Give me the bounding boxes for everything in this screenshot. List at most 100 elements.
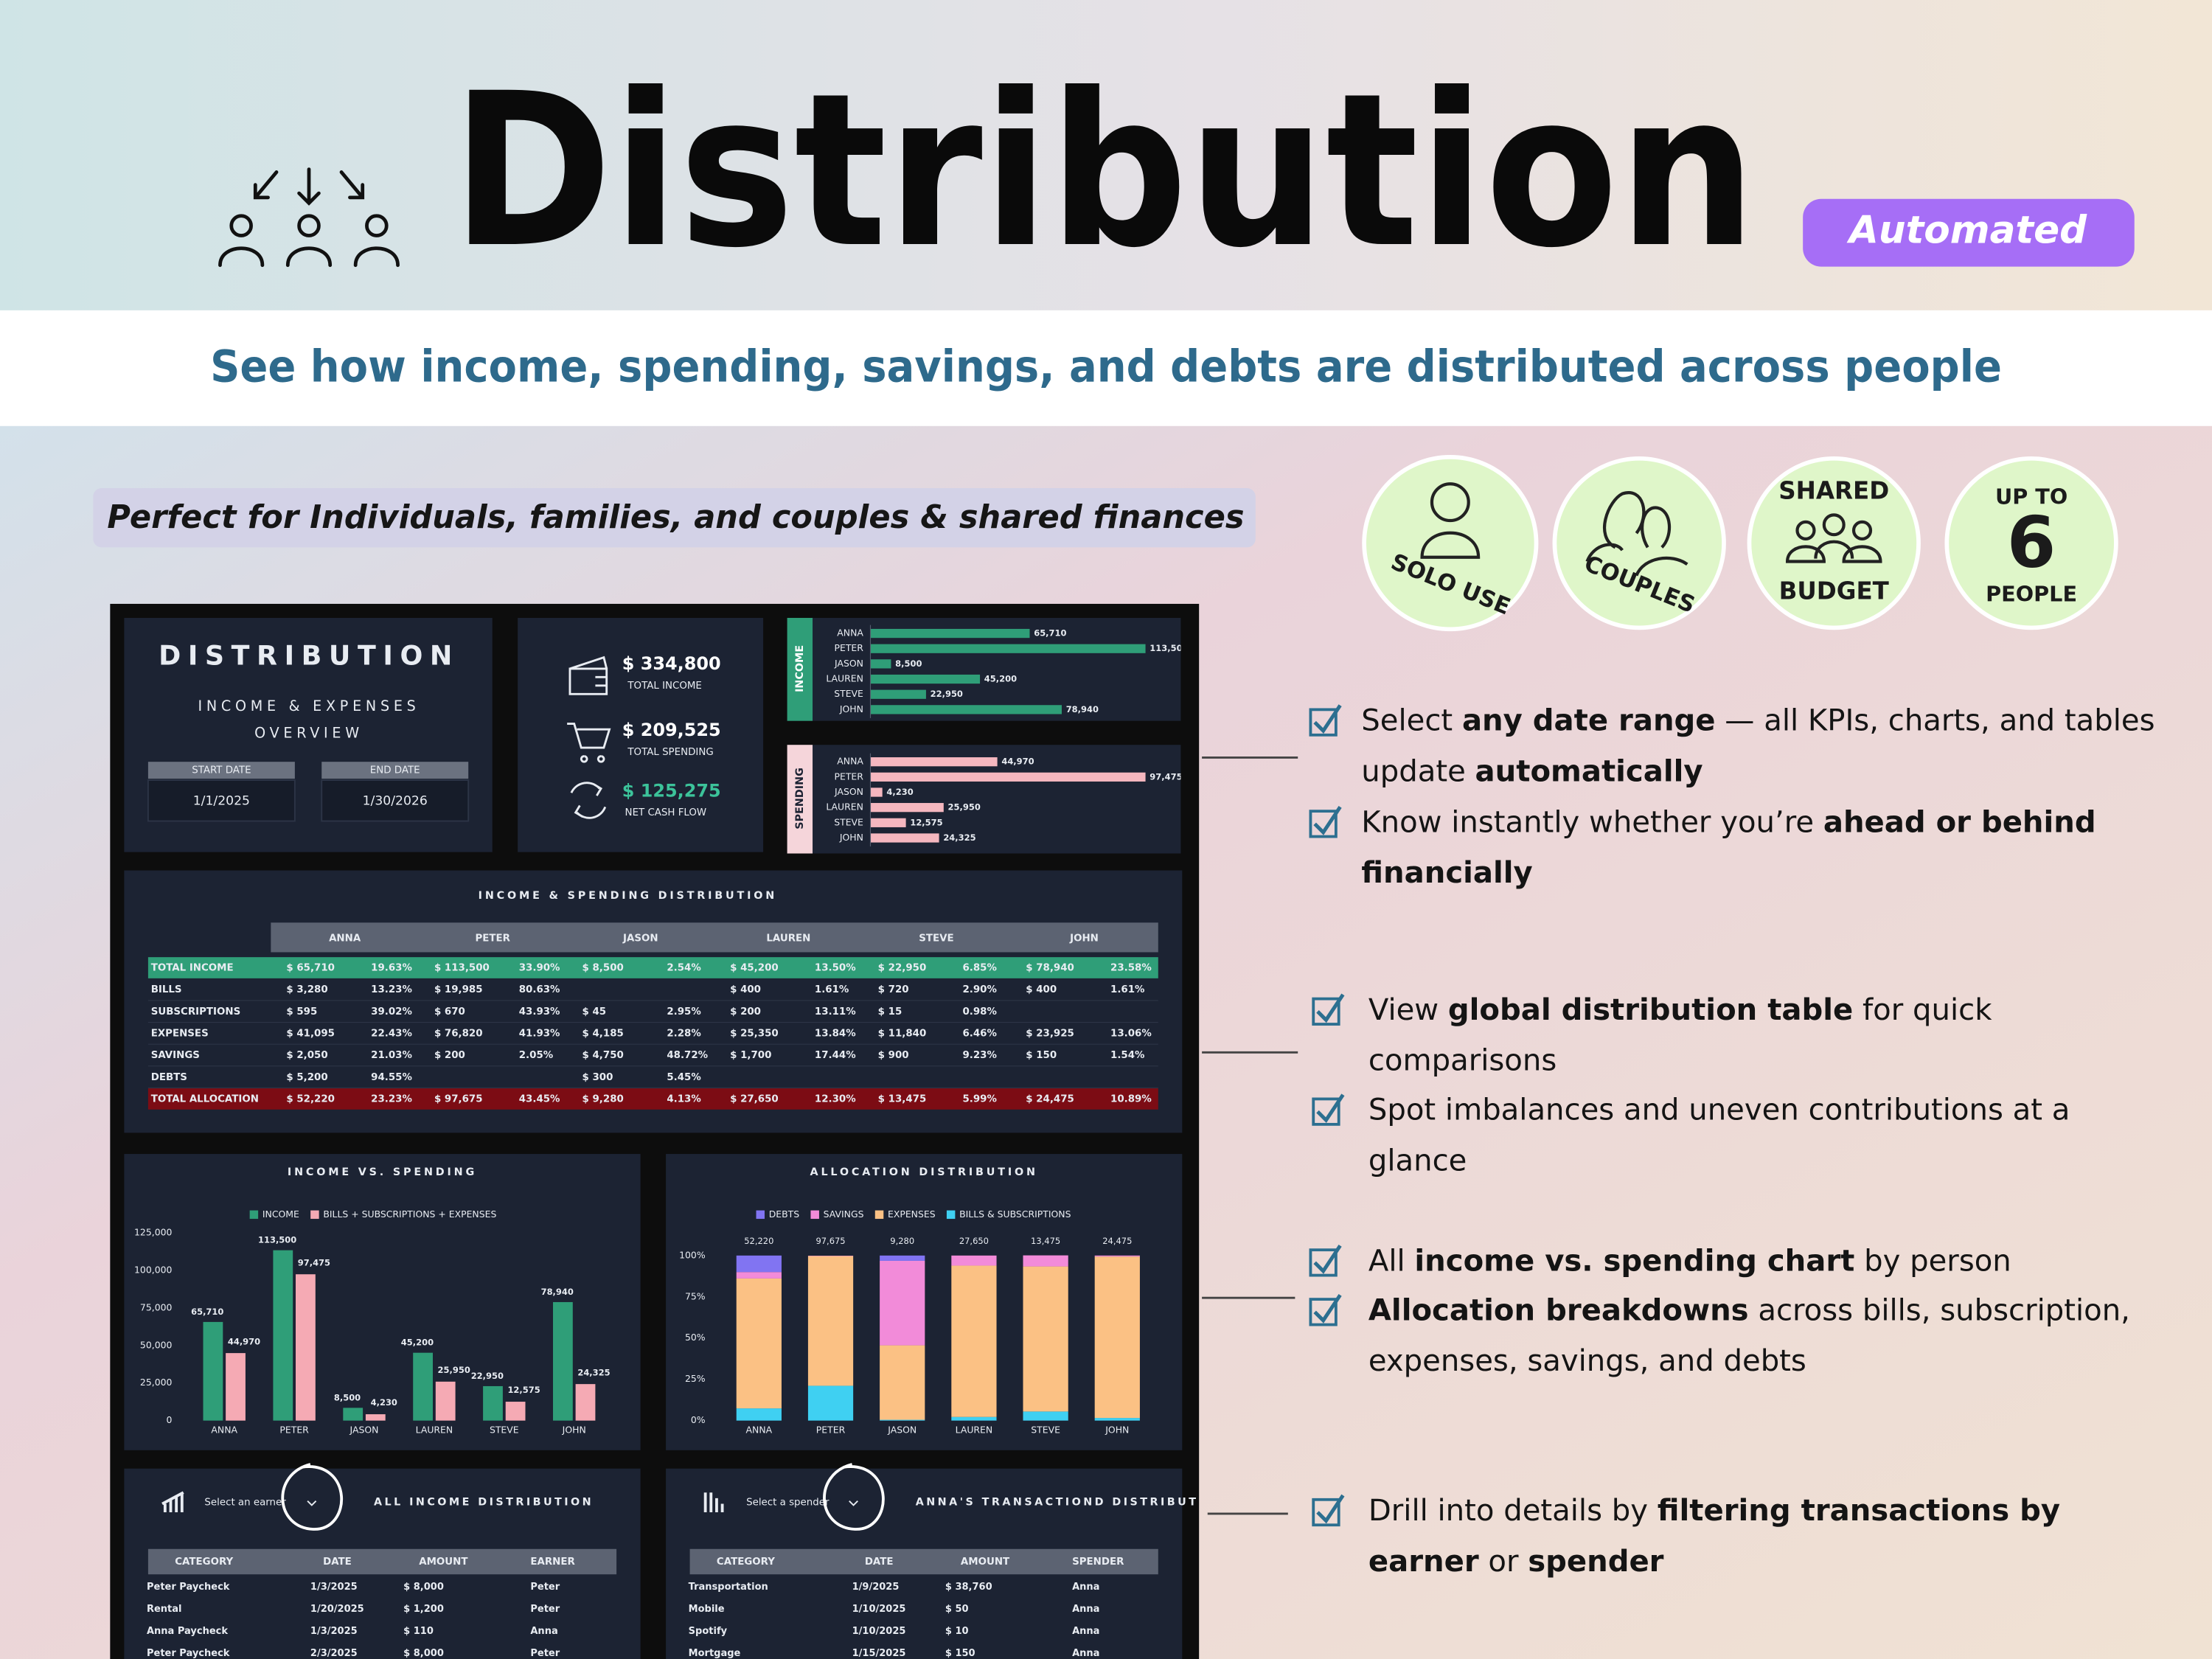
tagline-bg	[93, 487, 1256, 548]
kpi-value: $ 334,800	[622, 653, 721, 674]
column-header: AMOUNT	[961, 1557, 1010, 1568]
chart-label: INCOME	[794, 645, 806, 692]
cell-percent: 43.45%	[519, 1093, 560, 1105]
badge-icons	[1420, 482, 1882, 577]
cell-amount: $ 8,500	[582, 963, 624, 974]
total-label: 97,675	[815, 1236, 845, 1246]
y-tick-label: 75,000	[140, 1301, 173, 1312]
cell: $ 110	[403, 1626, 434, 1637]
transaction-tables: Select an earner ALL INCOME DISTRIBUTION C…	[147, 1463, 1199, 1659]
feature-text: comparisons	[1368, 1044, 1557, 1078]
cell-amount: $ 45,200	[730, 963, 779, 974]
row-highlight	[147, 1088, 1158, 1110]
cell: Peter	[530, 1582, 560, 1593]
filter-select: Select an earner	[204, 1498, 286, 1509]
chart-label: SPENDING	[794, 768, 806, 830]
row-label: DEBTS	[151, 1072, 187, 1083]
legend-label: SAVINGS	[824, 1208, 864, 1220]
kpi-label: NET CASH FLOW	[625, 807, 707, 818]
value-label: 45,200	[401, 1338, 434, 1348]
feature-bold: financially	[1361, 856, 1532, 890]
feature-text: by person	[1854, 1244, 2011, 1278]
circle-scribble	[281, 1463, 344, 1531]
feature-text: update	[1361, 754, 1475, 788]
cell-amount: $ 11,840	[878, 1028, 927, 1039]
cell: $ 8,000	[403, 1582, 444, 1593]
distribution-table: INCOME & SPENDING DISTRIBUTION ANNA PETER J…	[147, 890, 1158, 1110]
badge-number: 6	[2007, 501, 2056, 584]
cell-percent: 2.90%	[962, 984, 996, 995]
kpi-label: TOTAL SPENDING	[627, 747, 713, 758]
value-label: 97,475	[1150, 771, 1182, 782]
kpi-value: $ 125,275	[622, 780, 721, 801]
cell-percent: 41.93%	[519, 1028, 560, 1039]
feature-bold: Allocation breakdowns	[1368, 1293, 1749, 1327]
start-date: 1/1/2025	[193, 794, 250, 809]
x-tick-label: ANNA	[211, 1425, 237, 1436]
value-label: 97,475	[298, 1257, 330, 1267]
feature-text: All	[1368, 1244, 1415, 1278]
feature-bold: filtering transactions by	[1658, 1494, 2060, 1528]
cell: 1/10/2025	[852, 1604, 906, 1615]
feature-line: View global distribution table for quick	[1368, 993, 1992, 1027]
cell-percent: 39.02%	[371, 1006, 412, 1018]
bar-segment	[736, 1278, 782, 1409]
row-label: SAVINGS	[151, 1050, 200, 1061]
bar	[203, 1321, 223, 1421]
total-label: 24,475	[1102, 1236, 1132, 1246]
kpi-value: $ 209,525	[622, 720, 721, 740]
dropdown-arrow	[849, 1500, 858, 1506]
row-highlight	[147, 957, 1158, 978]
feature-bold: any date range	[1462, 704, 1716, 738]
bar	[870, 772, 1146, 782]
y-tick-label: 75%	[685, 1290, 706, 1301]
category-label: LAUREN	[826, 673, 863, 684]
y-tick-label: 100,000	[134, 1265, 172, 1276]
cell-percent: 17.44%	[815, 1050, 856, 1061]
table-header-bg	[271, 922, 1158, 953]
column-header: CATEGORY	[717, 1557, 775, 1568]
cell-amount: $ 400	[1026, 984, 1057, 995]
cell: Anna	[1072, 1604, 1099, 1615]
bar-segment	[736, 1272, 782, 1279]
value-label: 78,940	[541, 1287, 574, 1297]
x-tick-label: JASON	[887, 1425, 917, 1436]
panel	[518, 618, 764, 852]
cell: Mobile	[689, 1604, 725, 1615]
cell: $ 150	[945, 1648, 975, 1659]
cell: Peter	[530, 1648, 560, 1659]
checkbox	[1309, 708, 1338, 737]
cell: Anna	[1072, 1648, 1099, 1659]
chart-title: INCOME VS. SPENDING	[288, 1166, 477, 1178]
feature-line: Spot imbalances and uneven contributions…	[1368, 1093, 2070, 1127]
column-header: SPENDER	[1072, 1557, 1124, 1568]
dashboard-subtitle: INCOME & EXPENSES	[198, 698, 420, 714]
spending-chart: ANNA 44,970 PETER 97,475 JASON 4,230 LAUREN 25,…	[826, 753, 1182, 846]
category-label: PETER	[834, 771, 863, 782]
bar	[870, 674, 981, 684]
cell-percent: 6.85%	[962, 963, 996, 974]
category-label: STEVE	[834, 816, 863, 827]
cell: Anna	[530, 1626, 557, 1637]
cell-amount: $ 2,050	[286, 1050, 327, 1061]
legend-swatch	[810, 1210, 819, 1220]
bar	[870, 705, 1062, 714]
column-header: CATEGORY	[175, 1557, 233, 1568]
cell-percent: 43.93%	[519, 1006, 560, 1018]
cell: 1/3/2025	[310, 1582, 358, 1593]
feature-bold: global distribution table	[1448, 993, 1853, 1027]
value-label: 65,710	[191, 1307, 223, 1317]
column-header: JASON	[622, 933, 658, 944]
cell: Rental	[147, 1604, 182, 1615]
feature-text: for quick	[1853, 993, 1992, 1027]
feature-text: Know instantly whether you’re	[1361, 805, 1823, 839]
cell-percent: 6.46%	[962, 1028, 996, 1039]
cell-amount: $ 200	[434, 1050, 465, 1061]
bar-segment	[1023, 1411, 1068, 1421]
filter-icon	[703, 1492, 724, 1513]
bar	[553, 1301, 573, 1421]
cell-percent: 13.84%	[815, 1028, 856, 1039]
filter-icon	[161, 1491, 184, 1513]
cell-amount: $ 200	[730, 1006, 761, 1018]
